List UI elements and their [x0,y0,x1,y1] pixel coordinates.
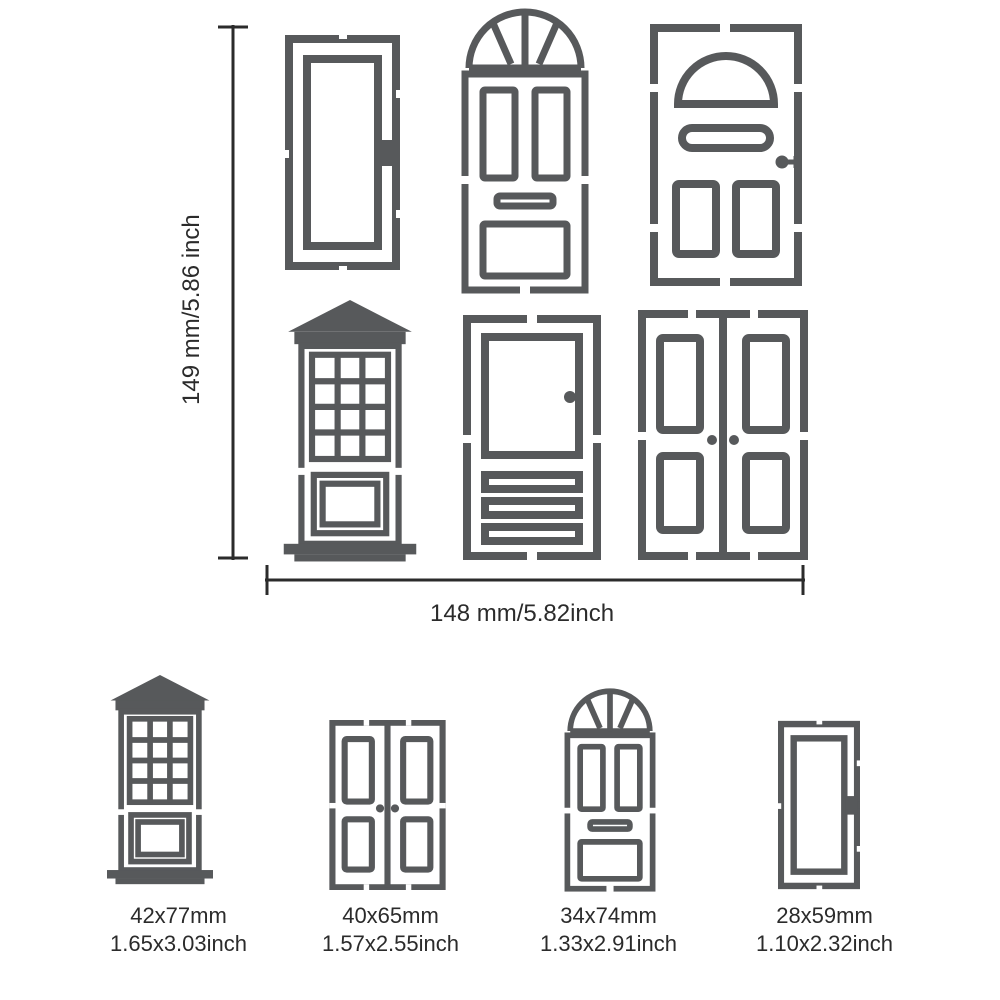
door-plain-handle-icon [285,35,400,270]
bottom-label-1-mm: 42x77mm [130,903,227,928]
door-pediment-grid-icon [265,300,435,565]
door-fanlight-icon [455,6,595,296]
width-label: 148 mm/5.82inch [430,600,614,628]
bottom-label-1-in: 1.65x3.03inch [110,931,247,956]
door-double-icon [638,310,808,560]
diagram-root: 149 mm/5.86 inch 148 mm/5.82inch [0,0,1000,1000]
bottom-label-4: 28x59mm 1.10x2.32inch [756,902,893,957]
dim-vertical [218,25,248,560]
bottom-label-3: 34x74mm 1.33x2.91inch [540,902,677,957]
door-halfround-icon [650,24,802,286]
height-label: 149 mm/5.86 inch [178,214,206,405]
bottom-door-2-icon [325,720,450,890]
dim-horizontal [265,565,805,595]
door-window-slats-icon [463,315,601,560]
bottom-door-3-icon [560,687,660,893]
bottom-label-1: 42x77mm 1.65x3.03inch [110,902,247,957]
bottom-label-4-mm: 28x59mm [776,903,873,928]
bottom-label-2-mm: 40x65mm [342,903,439,928]
bottom-label-3-in: 1.33x2.91inch [540,931,677,956]
bottom-door-4-icon [778,720,860,890]
bottom-label-2-in: 1.57x2.55inch [322,931,459,956]
bottom-door-1-icon [95,675,225,887]
bottom-label-2: 40x65mm 1.57x2.55inch [322,902,459,957]
bottom-label-4-in: 1.10x2.32inch [756,931,893,956]
bottom-label-3-mm: 34x74mm [560,903,657,928]
